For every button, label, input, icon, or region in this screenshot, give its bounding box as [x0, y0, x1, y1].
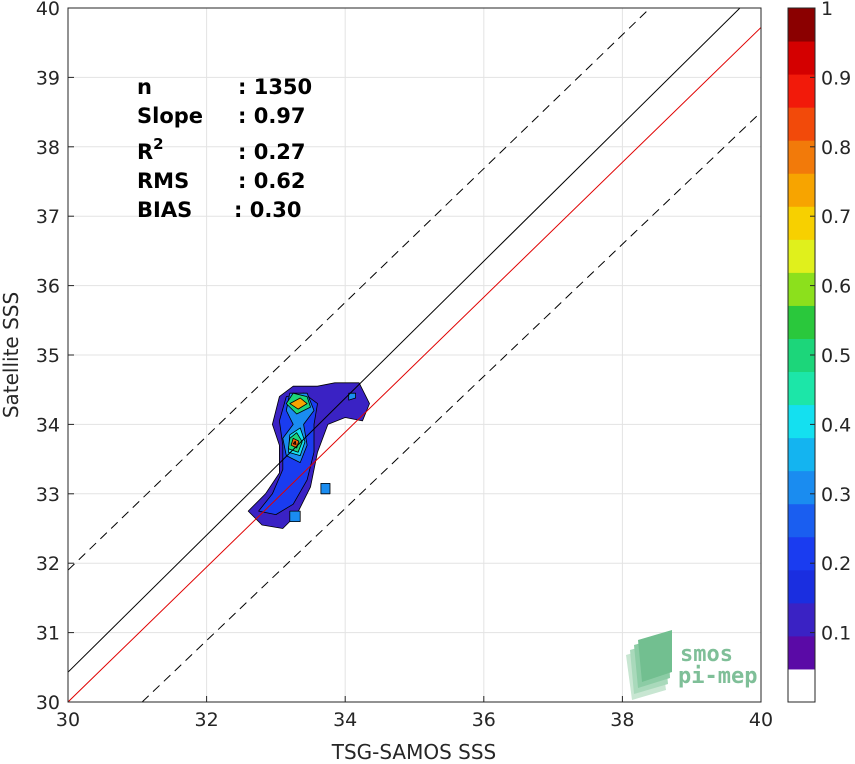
density-contour-0.3 [320, 482, 331, 495]
density-contour-0.3 [289, 510, 301, 522]
colorbar-segment [788, 107, 815, 141]
colorbar-tick-label: 1 [821, 0, 833, 20]
y-tick-label: 37 [36, 206, 60, 228]
density-contour-0.7 [289, 397, 308, 410]
y-tick-label: 33 [36, 484, 60, 506]
y-tick-label: 30 [36, 692, 60, 714]
colorbar-segment [788, 74, 815, 108]
x-axis-ticks: 30 32 34 36 38 40 [56, 696, 773, 731]
x-tick-label: 40 [749, 709, 773, 731]
y-tick-label: 40 [36, 0, 60, 20]
colorbar-segment [788, 272, 815, 306]
colorbar-segment [788, 536, 815, 571]
logo-text-pimep: pi-mep [678, 664, 757, 689]
colorbar-segment [788, 635, 815, 670]
stat-value-n: : 1350 [238, 75, 312, 99]
reference-lines [68, 8, 761, 702]
colorbar-tick-label: 0.9 [821, 67, 851, 89]
colorbar-tick-label: 0.8 [821, 137, 851, 159]
stat-label-r2-sup: 2 [153, 135, 163, 153]
colorbar-tick-label: 0.1 [821, 623, 851, 645]
x-tick-label: 32 [195, 709, 219, 731]
stat-value-slope: : 0.97 [238, 104, 306, 128]
colorbar-segment [788, 668, 815, 703]
colorbar-segment [788, 602, 815, 637]
colorbar-tick-label: 0.7 [821, 206, 851, 228]
density-contour-1 [292, 440, 297, 445]
gridlines [67, 7, 762, 703]
x-tick-label: 36 [472, 709, 496, 731]
identity-line [68, 8, 741, 673]
plot-area: n : 1350 Slope : 0.97 R2 : 0.27 RMS : 0.… [67, 7, 762, 703]
colorbar-segment [788, 140, 815, 174]
stat-label-slope: Slope [137, 104, 203, 128]
colorbar-segment [788, 206, 815, 240]
colorbar-segment [788, 503, 815, 538]
colorbar-segment [788, 569, 815, 604]
colorbar-segment [788, 41, 815, 75]
stat-value-bias: : 0.30 [234, 198, 302, 222]
x-axis-label: TSG-SAMOS SSS [331, 740, 497, 764]
colorbar-segment [788, 239, 815, 273]
stat-label-rms: RMS [137, 169, 189, 193]
stat-value-rms: : 0.62 [238, 169, 306, 193]
y-tick-label: 34 [36, 414, 60, 436]
x-tick-label: 34 [333, 709, 357, 731]
fit-line [68, 27, 761, 702]
stat-value-r2: : 0.27 [238, 140, 306, 164]
colorbar-segment [788, 437, 815, 472]
colorbar-tick-label: 0.3 [821, 484, 851, 506]
y-tick-label: 38 [36, 137, 60, 159]
y-axis-label: Satellite SSS [0, 292, 23, 418]
x-tick-label: 30 [56, 709, 80, 731]
logo-wave-icon [626, 630, 672, 700]
lower-bound-line [141, 111, 761, 702]
colorbar-segment [788, 173, 815, 207]
y-tick-label: 31 [36, 623, 60, 645]
y-tick-label: 39 [36, 67, 60, 89]
colorbar-tick-label: 0.5 [821, 345, 851, 367]
density-contour-0.3 [348, 392, 357, 401]
logo-text-smos: smos [680, 642, 733, 667]
smos-pimep-logo: smos pi-mep [626, 630, 757, 700]
x-tick-label: 38 [610, 709, 634, 731]
stat-label-bias: BIAS [137, 198, 192, 222]
y-axis-ticks: 30 31 32 33 34 35 36 37 38 39 40 [36, 0, 74, 714]
colorbar-segment [788, 305, 815, 339]
colorbar-segment [788, 371, 815, 406]
colorbar-segment [788, 404, 815, 439]
stat-label-r: R [137, 140, 153, 164]
density-contours [247, 382, 370, 529]
colorbar: 0.1 0.2 0.3 0.4 0.5 0.6 0.7 0.8 0.9 1 [787, 0, 851, 703]
stat-label-r2: R2 [137, 135, 164, 164]
colorbar-tick-label: 0.4 [821, 414, 851, 436]
y-tick-label: 36 [36, 276, 60, 298]
colorbar-tick-label: 0.6 [821, 276, 851, 298]
stat-label-n: n [137, 75, 152, 99]
y-tick-label: 35 [36, 345, 60, 367]
y-tick-label: 32 [36, 553, 60, 575]
colorbar-segment [788, 8, 815, 42]
statistics-box: n : 1350 Slope : 0.97 R2 : 0.27 RMS : 0.… [137, 75, 312, 222]
colorbar-segment [788, 470, 815, 505]
colorbar-tick-label: 0.2 [821, 553, 851, 575]
